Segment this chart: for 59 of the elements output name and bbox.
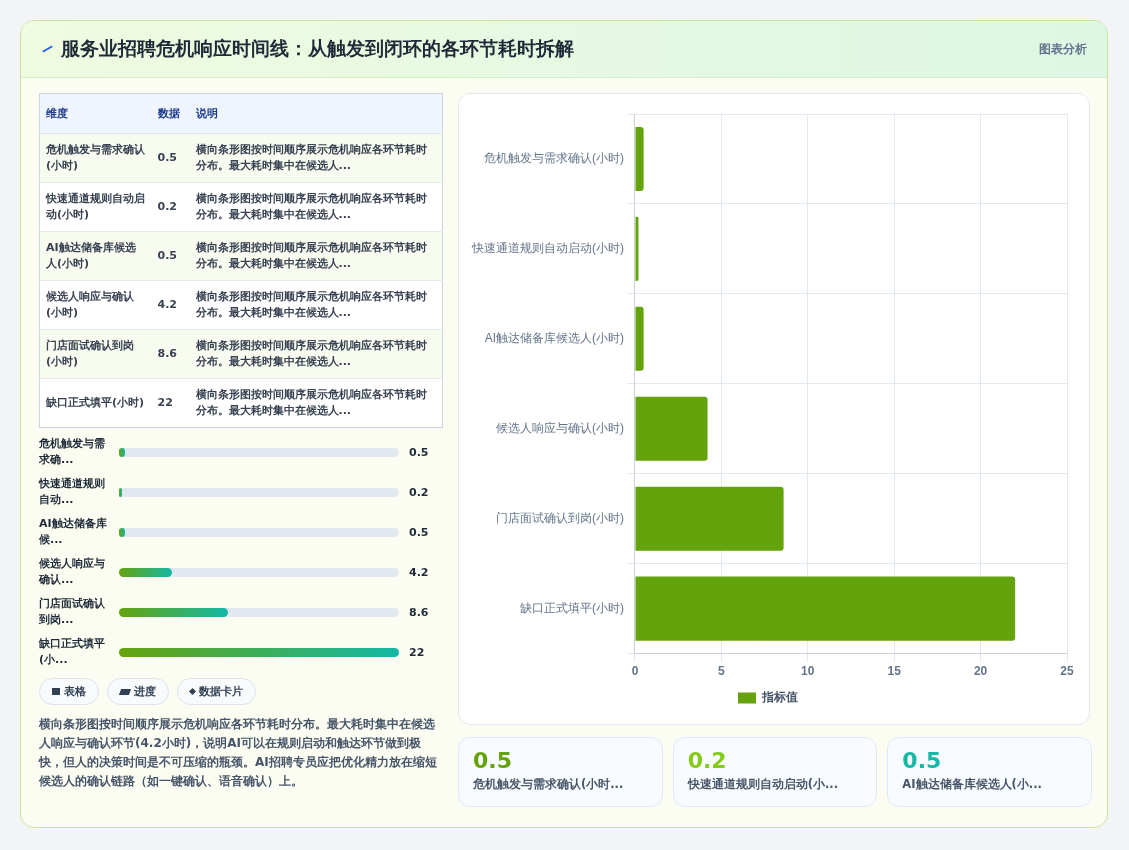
y-tick-label: AI触达储备库候选人(小时): [484, 331, 624, 346]
data-label: 0.5: [151, 231, 190, 281]
category-label: 快速通道规则自动启动(小...: [687, 777, 840, 792]
y-tick-label: AI触达储备库候...: [39, 516, 108, 548]
data-label: 0.5: [151, 133, 190, 183]
text: 横向条形图按时间顺序展示危机响应各环节耗时分布。最大耗时集中在候选人...: [195, 290, 427, 319]
bar: [635, 396, 708, 461]
x-tick-label: 15: [887, 664, 902, 679]
text: 进度: [134, 684, 156, 699]
text: 横向条形图按时间顺序展示危机响应各环节耗时分布。最大耗时集中在候选人...: [195, 339, 427, 368]
category-label: 危机触发与需求确认(小时...: [473, 777, 625, 792]
data-label: 0.5: [409, 525, 429, 539]
data-label: 0.2: [151, 182, 190, 232]
x-tick-label: 20: [973, 664, 988, 679]
data-label: 0.2: [409, 485, 429, 499]
text: 横向条形图按时间顺序展示危机响应各环节耗时分布。最大耗时集中在候选人...: [189, 133, 443, 183]
y-tick-label: 快速通道规则自动启动(小时): [470, 241, 624, 256]
text: 横向条形图按时间顺序展示危机响应各环节耗时分布。最大耗时集中在候选人...: [195, 192, 427, 221]
y-tick-label: 门店面试确认到岗(小时): [495, 511, 624, 526]
y-tick-label: 候选人响应与确认...: [39, 556, 106, 588]
data-label: 0.2: [687, 748, 728, 773]
text: 表格: [64, 684, 86, 699]
bar: [635, 576, 1016, 641]
bar: [635, 486, 784, 551]
text: 图表分析: [1039, 40, 1087, 58]
data-label: 22: [151, 378, 190, 428]
data-label: 8.6: [409, 605, 429, 619]
data-label: 0.5: [409, 445, 429, 459]
y-tick-label: 缺口正式填平(小时): [519, 600, 624, 615]
data-label: 0.5: [902, 748, 943, 773]
text: 横向条形图按时间顺序展示危机响应各环节耗时分布。最大耗时集中在候选人...: [195, 388, 427, 417]
x-tick-label: 0: [631, 664, 639, 679]
bar: [635, 306, 644, 371]
text: 维度: [39, 93, 152, 134]
legend-label: 指标值: [761, 690, 798, 705]
text: 说明: [189, 93, 443, 134]
text: 横向条形图按时间顺序展示危机响应各环节耗时分布。最大耗时集中在候选人响应与确认环节(4.2小时)，说明AI可以在规则启动和触达环节做到极快，但人的决策时间是不可压缩的瓶颈。AI招聘专员应把优化精力放在缩短候选人的确认链路（如一键确认、语音确认）上。: [39, 716, 438, 790]
x-tick-label: 10: [801, 664, 815, 679]
bar: [635, 126, 644, 192]
y-tick-label: 快速通道规则自动...: [39, 476, 106, 508]
category-label: AI触达储备库候选人(小...: [902, 777, 1043, 792]
text: 数据: [151, 93, 190, 134]
bar: [119, 567, 173, 577]
data-label: 4.2: [151, 280, 190, 330]
x-tick-label: 25: [1060, 664, 1074, 679]
bar: [635, 216, 639, 281]
data-label: 4.2: [409, 565, 429, 579]
y-tick-label: 门店面试确认到岗...: [39, 596, 106, 628]
y-tick-label: 危机触发与需求确认(小时): [483, 151, 624, 166]
x-tick-label: 5: [718, 664, 726, 679]
y-tick-label: 缺口正式填平(小...: [39, 636, 106, 668]
text: 服务业招聘危机响应时间线：从触发到闭环的各环节耗时拆解: [61, 36, 574, 61]
text: 横向条形图按时间顺序展示危机响应各环节耗时分布。最大耗时集中在候选人...: [195, 241, 427, 270]
y-tick-label: 候选人响应与确认(小时): [495, 421, 624, 436]
data-label: 22: [409, 645, 425, 659]
data-label: 0.5: [473, 748, 513, 773]
y-tick-label: 危机触发与需求确...: [39, 436, 106, 468]
text: 数据卡片: [199, 684, 243, 699]
data-label: 8.6: [151, 329, 190, 379]
